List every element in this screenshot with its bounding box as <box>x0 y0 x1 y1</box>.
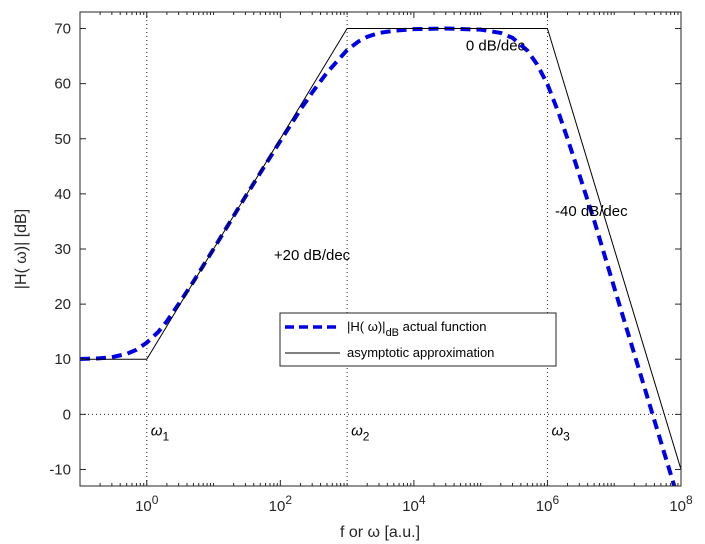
xtick-label-base-8: 10 <box>669 498 686 515</box>
x-tick-labels: 100 102 104 106 108 <box>135 493 693 515</box>
ytick-label-20: 20 <box>54 296 71 313</box>
ytick-label-50: 50 <box>54 131 71 148</box>
legend-entry-actual-sub: dB <box>386 327 399 339</box>
xtick-label-base-4: 10 <box>402 498 419 515</box>
vline-label-sub-2: 2 <box>363 429 370 443</box>
annotation-2: -40 dB/dec <box>555 203 628 220</box>
series-actual-function <box>80 26 677 486</box>
legend-entry-actual: |H( ω)|dB actual function <box>347 319 486 339</box>
ytick-label-40: 40 <box>54 186 71 203</box>
vline-labels: ω1 ω2 ω3 <box>151 422 570 443</box>
xtick-label-1e0: 100 <box>135 493 159 515</box>
ytick-label-10: 10 <box>54 351 71 368</box>
annotations: +20 dB/dec 0 dB/dec -40 dB/dec <box>274 38 628 264</box>
vline-label-sub-3: 3 <box>563 429 570 443</box>
ytick-label-70: 70 <box>54 21 71 38</box>
vline-label-1: ω1 <box>151 422 170 443</box>
vline-label-2: ω2 <box>351 422 370 443</box>
legend: |H( ω)|dB actual function asymptotic app… <box>279 312 557 367</box>
y-axis-label: |H( ω)| [dB] <box>13 209 30 289</box>
xtick-label-exp-8: 8 <box>686 493 693 507</box>
ytick-label-0: 0 <box>63 406 71 423</box>
y-tick-labels: -10 0 10 20 30 40 50 60 70 <box>49 21 71 479</box>
legend-entry-actual-main: |H( ω)| <box>347 319 386 334</box>
xtick-label-base-2: 10 <box>269 498 286 515</box>
xtick-label-1e2: 102 <box>269 493 293 515</box>
xtick-label-1e8: 108 <box>669 493 693 515</box>
vline-label-3: ω3 <box>551 422 570 443</box>
xtick-label-exp-2: 2 <box>285 493 292 507</box>
xtick-label-1e6: 106 <box>536 493 560 515</box>
vline-label-sub-1: 1 <box>162 429 169 443</box>
plot-frame <box>79 11 682 487</box>
vline-label-main-1: ω <box>151 422 163 439</box>
xtick-label-base-6: 10 <box>536 498 553 515</box>
x-axis-label: f or ω [a.u.] <box>340 524 420 541</box>
ytick-label-30: 30 <box>54 241 71 258</box>
plot-area <box>80 12 681 486</box>
legend-entry-asymptotic: asymptotic approximation <box>347 345 494 360</box>
xtick-label-exp-4: 4 <box>419 493 426 507</box>
annotation-0: +20 dB/dec <box>274 247 351 264</box>
xtick-label-base-0: 10 <box>135 498 152 515</box>
legend-entry-actual-tail: actual function <box>399 319 486 334</box>
legend-box <box>279 312 557 367</box>
series-layer <box>80 26 681 486</box>
reference-lines <box>80 12 681 486</box>
ytick-label-60: 60 <box>54 76 71 93</box>
xtick-label-exp-6: 6 <box>552 493 559 507</box>
xtick-label-1e4: 104 <box>402 493 426 515</box>
xtick-label-exp-0: 0 <box>152 493 159 507</box>
vline-label-main-3: ω <box>551 422 563 439</box>
vline-label-main-2: ω <box>351 422 363 439</box>
annotation-1: 0 dB/dec <box>466 38 526 55</box>
series-asymptotic-approximation <box>80 28 681 470</box>
ytick-label--10: -10 <box>49 461 71 478</box>
